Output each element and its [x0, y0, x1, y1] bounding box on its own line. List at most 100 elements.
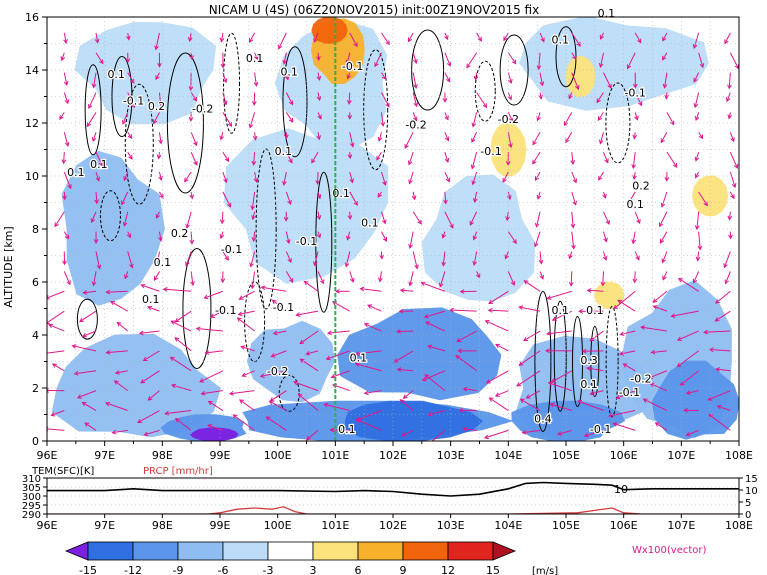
wind-vector-head — [116, 321, 122, 327]
wind-vector-156 — [285, 251, 292, 264]
wind-vector-263 — [444, 211, 454, 229]
wind-vector-head — [260, 285, 266, 291]
wind-vector-head — [652, 298, 658, 303]
wind-vector-84 — [174, 418, 192, 431]
wind-vector-head — [538, 259, 544, 265]
wind-vector-head — [126, 233, 132, 239]
colorbar-tick-label: 15 — [486, 564, 500, 575]
wind-vector-452 — [727, 211, 733, 221]
wind-vector-31 — [93, 231, 99, 244]
wind-vector-shaft — [222, 251, 229, 261]
wind-vector-shaft — [617, 299, 636, 312]
wind-vector-head — [137, 418, 142, 424]
wind-vector-78 — [158, 132, 163, 145]
wind-vector-246 — [404, 132, 414, 149]
wind-vector-shaft — [240, 346, 255, 352]
wind-vector-head — [420, 281, 426, 287]
wind-vector-363 — [578, 308, 604, 314]
wind-vector-110 — [195, 326, 223, 332]
wind-vector-154 — [260, 285, 287, 292]
wind-vector-238 — [399, 288, 414, 293]
wind-vector-shaft — [620, 330, 636, 336]
wind-vector-shaft — [484, 429, 509, 439]
wind-vector-382 — [618, 350, 636, 356]
wind-vector-26 — [81, 330, 97, 338]
wind-vector-shaft — [222, 92, 227, 105]
wind-vector-shaft — [364, 390, 382, 394]
contour-label-29: 0.1 — [586, 304, 604, 317]
wind-vector-159 — [285, 191, 292, 205]
wind-vector-shaft — [143, 350, 160, 361]
wind-vector-shaft — [364, 323, 382, 332]
wind-vector-63 — [143, 429, 160, 437]
wind-vector-shaft — [86, 112, 97, 127]
wind-vector-shaft — [189, 32, 192, 42]
wind-vector-head — [612, 422, 618, 427]
wind-vector-shaft — [412, 72, 417, 89]
wind-vector-426 — [670, 310, 699, 318]
wind-vector-shaft — [532, 151, 541, 164]
wind-vector-shaft — [163, 288, 192, 292]
wind-vector-55 — [123, 171, 129, 182]
wind-vector-122 — [222, 92, 228, 106]
wind-vector-shaft — [680, 370, 699, 386]
wind-vector-head — [699, 63, 705, 69]
wind-vector-shaft — [300, 358, 319, 372]
wind-vector-head — [157, 62, 162, 68]
wind-vector-head — [472, 198, 478, 203]
wind-vector-244 — [408, 171, 414, 185]
contour-label-25: -0.1 — [273, 301, 294, 314]
wind-vector-142 — [248, 112, 256, 129]
wind-vector-375 — [603, 72, 612, 89]
wind-region-2 — [74, 22, 217, 125]
wind-vector-head — [156, 154, 162, 160]
wind-vector-shaft — [412, 92, 418, 107]
wind-vector-129 — [241, 370, 255, 377]
wind-vector-168 — [305, 430, 319, 441]
wind-vector-shaft — [632, 152, 636, 169]
wind-vector-180 — [316, 191, 322, 200]
wind-vector-head — [444, 115, 449, 121]
wind-vector-shaft — [306, 430, 319, 441]
wind-vector-287 — [470, 152, 478, 170]
wind-vector-414 — [660, 132, 668, 144]
colorbar-bin — [132, 541, 179, 561]
wind-vector-shaft — [602, 271, 604, 286]
wind-vector-head — [607, 83, 612, 89]
wind-vector-shaft — [63, 171, 72, 189]
wind-vector-145 — [254, 52, 259, 61]
wind-vector-shaft — [380, 211, 386, 224]
wind-vector-head — [81, 401, 87, 407]
wind-vector-head — [708, 413, 713, 419]
wind-vector-head — [730, 194, 735, 200]
wind-vector-101 — [190, 92, 198, 102]
wind-vector-head — [393, 358, 399, 363]
wind-vector-head — [676, 336, 682, 341]
wind-vector-16 — [59, 112, 65, 120]
wind-vector-head — [733, 163, 739, 169]
wind-vector-387 — [634, 251, 640, 261]
wind-vector-shaft — [704, 330, 731, 333]
wind-vector-head — [171, 383, 177, 389]
wind-vector-head — [693, 77, 698, 83]
wind-vector-352 — [563, 112, 573, 127]
wind-vector-head — [125, 58, 131, 64]
wind-vector-24 — [73, 370, 97, 376]
wind-vector-313 — [507, 52, 517, 65]
wind-vector-head — [685, 431, 691, 437]
wind-vector-324 — [538, 251, 544, 265]
contour-label-0: 0.1 — [107, 68, 125, 81]
wind-vector-205 — [347, 112, 353, 120]
temperature-tick-label: 295 — [22, 501, 41, 512]
wind-vector-shaft — [726, 92, 731, 102]
wind-vector-shaft — [84, 422, 97, 431]
wind-vector-head — [649, 382, 655, 388]
wind-vector-334 — [536, 52, 542, 71]
wind-vector-34 — [95, 171, 101, 182]
wind-vector-451 — [728, 231, 733, 240]
wind-vector-head — [445, 177, 451, 183]
wind-vector-171 — [299, 358, 319, 372]
wind-vector-shaft — [728, 211, 731, 220]
wind-vector-head — [703, 329, 708, 335]
